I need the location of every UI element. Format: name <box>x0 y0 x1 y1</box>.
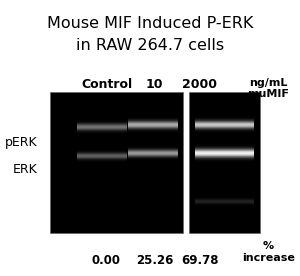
Bar <box>50 92 183 233</box>
Text: %: % <box>263 241 274 251</box>
Text: 69.78: 69.78 <box>181 254 218 267</box>
Text: 0.00: 0.00 <box>92 254 121 267</box>
Text: 25.26: 25.26 <box>136 254 173 267</box>
Bar <box>189 92 260 233</box>
Text: 10: 10 <box>146 78 163 91</box>
Text: 2000: 2000 <box>182 78 217 91</box>
Text: in RAW 264.7 cells: in RAW 264.7 cells <box>76 38 224 53</box>
Text: increase: increase <box>242 253 295 263</box>
Text: Control: Control <box>81 78 132 91</box>
Text: ERK: ERK <box>13 163 38 176</box>
Text: Mouse MIF Induced P-ERK: Mouse MIF Induced P-ERK <box>47 16 253 31</box>
Text: muMIF: muMIF <box>248 89 290 99</box>
Text: ng/mL: ng/mL <box>249 78 288 88</box>
Text: pERK: pERK <box>5 136 38 149</box>
